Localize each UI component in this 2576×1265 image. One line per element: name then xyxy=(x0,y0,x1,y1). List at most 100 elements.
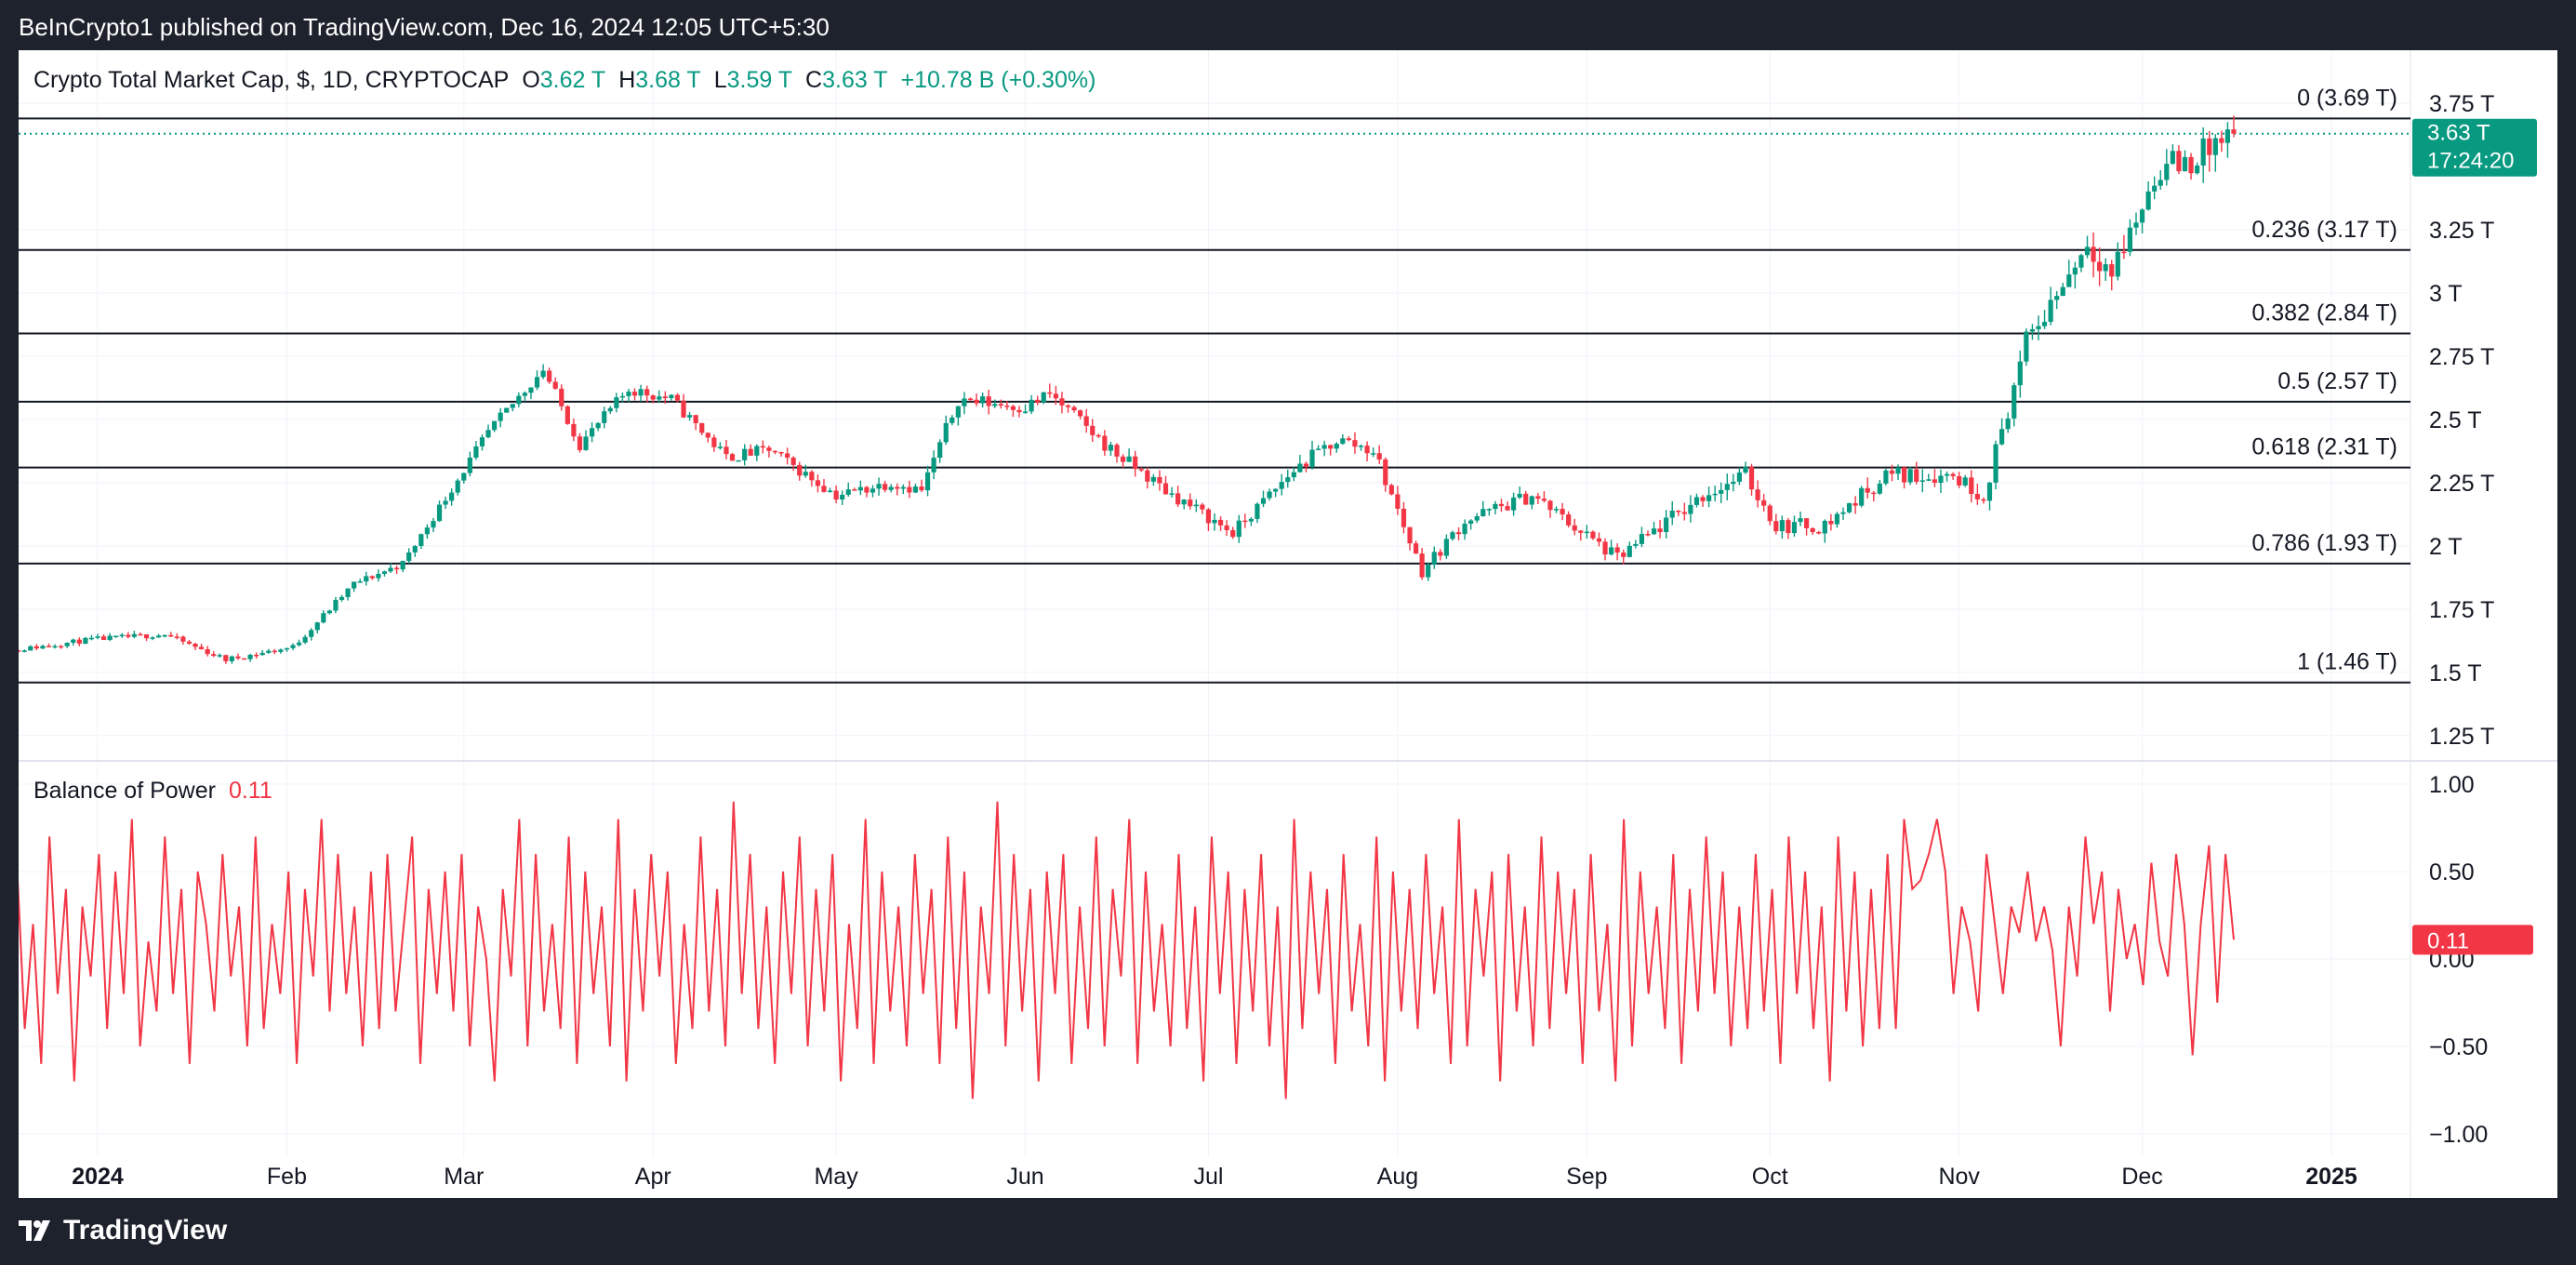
candle[interactable] xyxy=(2048,286,2053,326)
candle[interactable] xyxy=(1443,534,1449,560)
candle[interactable] xyxy=(1645,530,1651,537)
candle[interactable] xyxy=(772,450,778,455)
candle[interactable] xyxy=(760,440,765,454)
candle[interactable] xyxy=(1321,440,1327,457)
candle[interactable] xyxy=(33,644,39,651)
candle[interactable] xyxy=(681,393,686,419)
candle[interactable] xyxy=(1560,502,1565,521)
candle[interactable] xyxy=(1188,493,1193,510)
candle[interactable] xyxy=(1627,541,1632,558)
candle[interactable] xyxy=(100,633,107,641)
candle[interactable] xyxy=(907,480,912,499)
candle[interactable] xyxy=(2200,126,2206,183)
candle[interactable] xyxy=(64,642,70,648)
candle[interactable] xyxy=(1217,516,1224,531)
candle[interactable] xyxy=(717,442,724,450)
candle[interactable] xyxy=(461,473,467,485)
candle[interactable] xyxy=(595,421,601,432)
candle[interactable] xyxy=(1681,502,1687,521)
candle[interactable] xyxy=(1736,467,1743,486)
candle[interactable] xyxy=(1969,470,1974,503)
candle[interactable] xyxy=(631,388,638,401)
candle[interactable] xyxy=(797,461,803,481)
candle[interactable] xyxy=(376,569,381,582)
candle[interactable] xyxy=(2176,145,2182,175)
candle[interactable] xyxy=(1529,495,1534,510)
candle[interactable] xyxy=(1053,385,1058,406)
candle[interactable] xyxy=(1755,480,1760,508)
candle[interactable] xyxy=(534,370,540,391)
candle[interactable] xyxy=(1712,486,1718,502)
candle[interactable] xyxy=(1090,419,1095,443)
candle[interactable] xyxy=(1340,433,1346,446)
candle[interactable] xyxy=(1981,497,1986,504)
candle[interactable] xyxy=(431,517,436,533)
candle[interactable] xyxy=(1175,486,1181,508)
candle[interactable] xyxy=(992,399,998,408)
candle[interactable] xyxy=(1731,473,1736,492)
candle[interactable] xyxy=(1816,530,1822,535)
candle[interactable] xyxy=(211,651,217,658)
candle[interactable] xyxy=(113,635,119,638)
candle[interactable] xyxy=(162,634,167,638)
candle[interactable] xyxy=(1767,503,1773,526)
candle[interactable] xyxy=(59,645,64,649)
candle[interactable] xyxy=(467,451,472,477)
candle[interactable] xyxy=(2133,212,2139,235)
candle[interactable] xyxy=(1669,500,1675,526)
candle[interactable] xyxy=(107,632,113,642)
candle[interactable] xyxy=(924,465,931,497)
candle[interactable] xyxy=(1999,418,2005,446)
candle[interactable] xyxy=(1535,492,1541,505)
candle[interactable] xyxy=(126,632,131,639)
candle[interactable] xyxy=(326,609,332,615)
candle[interactable] xyxy=(2152,176,2158,200)
candle[interactable] xyxy=(1761,494,1767,513)
candle[interactable] xyxy=(1364,441,1370,462)
candle[interactable] xyxy=(1779,515,1785,539)
candle[interactable] xyxy=(949,415,955,426)
candle[interactable] xyxy=(547,367,552,384)
candle[interactable] xyxy=(967,397,974,402)
candle[interactable] xyxy=(406,548,412,564)
candle[interactable] xyxy=(900,484,906,495)
candle[interactable] xyxy=(1986,481,1993,511)
candle[interactable] xyxy=(619,392,626,403)
candle[interactable] xyxy=(88,634,95,641)
candle[interactable] xyxy=(1633,539,1639,549)
candle[interactable] xyxy=(1376,445,1382,464)
candle[interactable] xyxy=(602,406,607,429)
candle[interactable] xyxy=(443,496,448,510)
candle[interactable] xyxy=(241,658,247,660)
candle[interactable] xyxy=(1474,513,1480,524)
candle[interactable] xyxy=(1498,499,1505,513)
candle[interactable] xyxy=(2224,122,2231,158)
candle[interactable] xyxy=(2017,350,2023,398)
candle[interactable] xyxy=(1297,454,1303,473)
candle[interactable] xyxy=(705,432,710,443)
candle[interactable] xyxy=(235,653,241,660)
candle[interactable] xyxy=(479,433,485,451)
candle[interactable] xyxy=(290,643,296,651)
candle[interactable] xyxy=(95,633,100,640)
candle[interactable] xyxy=(418,533,424,550)
candle[interactable] xyxy=(626,388,631,403)
candle[interactable] xyxy=(345,588,351,601)
chart-svg[interactable]: 0 (3.69 T) 0.236 (3.17 T) 0.382 (2.84 T) 0.… xyxy=(0,50,2557,1198)
candle[interactable] xyxy=(1291,467,1296,482)
candle[interactable] xyxy=(2170,144,2175,166)
candle[interactable] xyxy=(2121,234,2127,260)
candle[interactable] xyxy=(821,478,827,493)
candle[interactable] xyxy=(1328,444,1334,456)
candle[interactable] xyxy=(937,439,943,463)
candle[interactable] xyxy=(1828,513,1834,531)
candle[interactable] xyxy=(870,485,876,498)
candle[interactable] xyxy=(198,644,205,650)
candle[interactable] xyxy=(259,649,265,656)
candle[interactable] xyxy=(393,566,400,575)
candle[interactable] xyxy=(2188,153,2194,180)
candle[interactable] xyxy=(912,483,919,494)
candle[interactable] xyxy=(1150,473,1156,486)
candle[interactable] xyxy=(1871,490,1877,502)
candle[interactable] xyxy=(352,581,357,593)
